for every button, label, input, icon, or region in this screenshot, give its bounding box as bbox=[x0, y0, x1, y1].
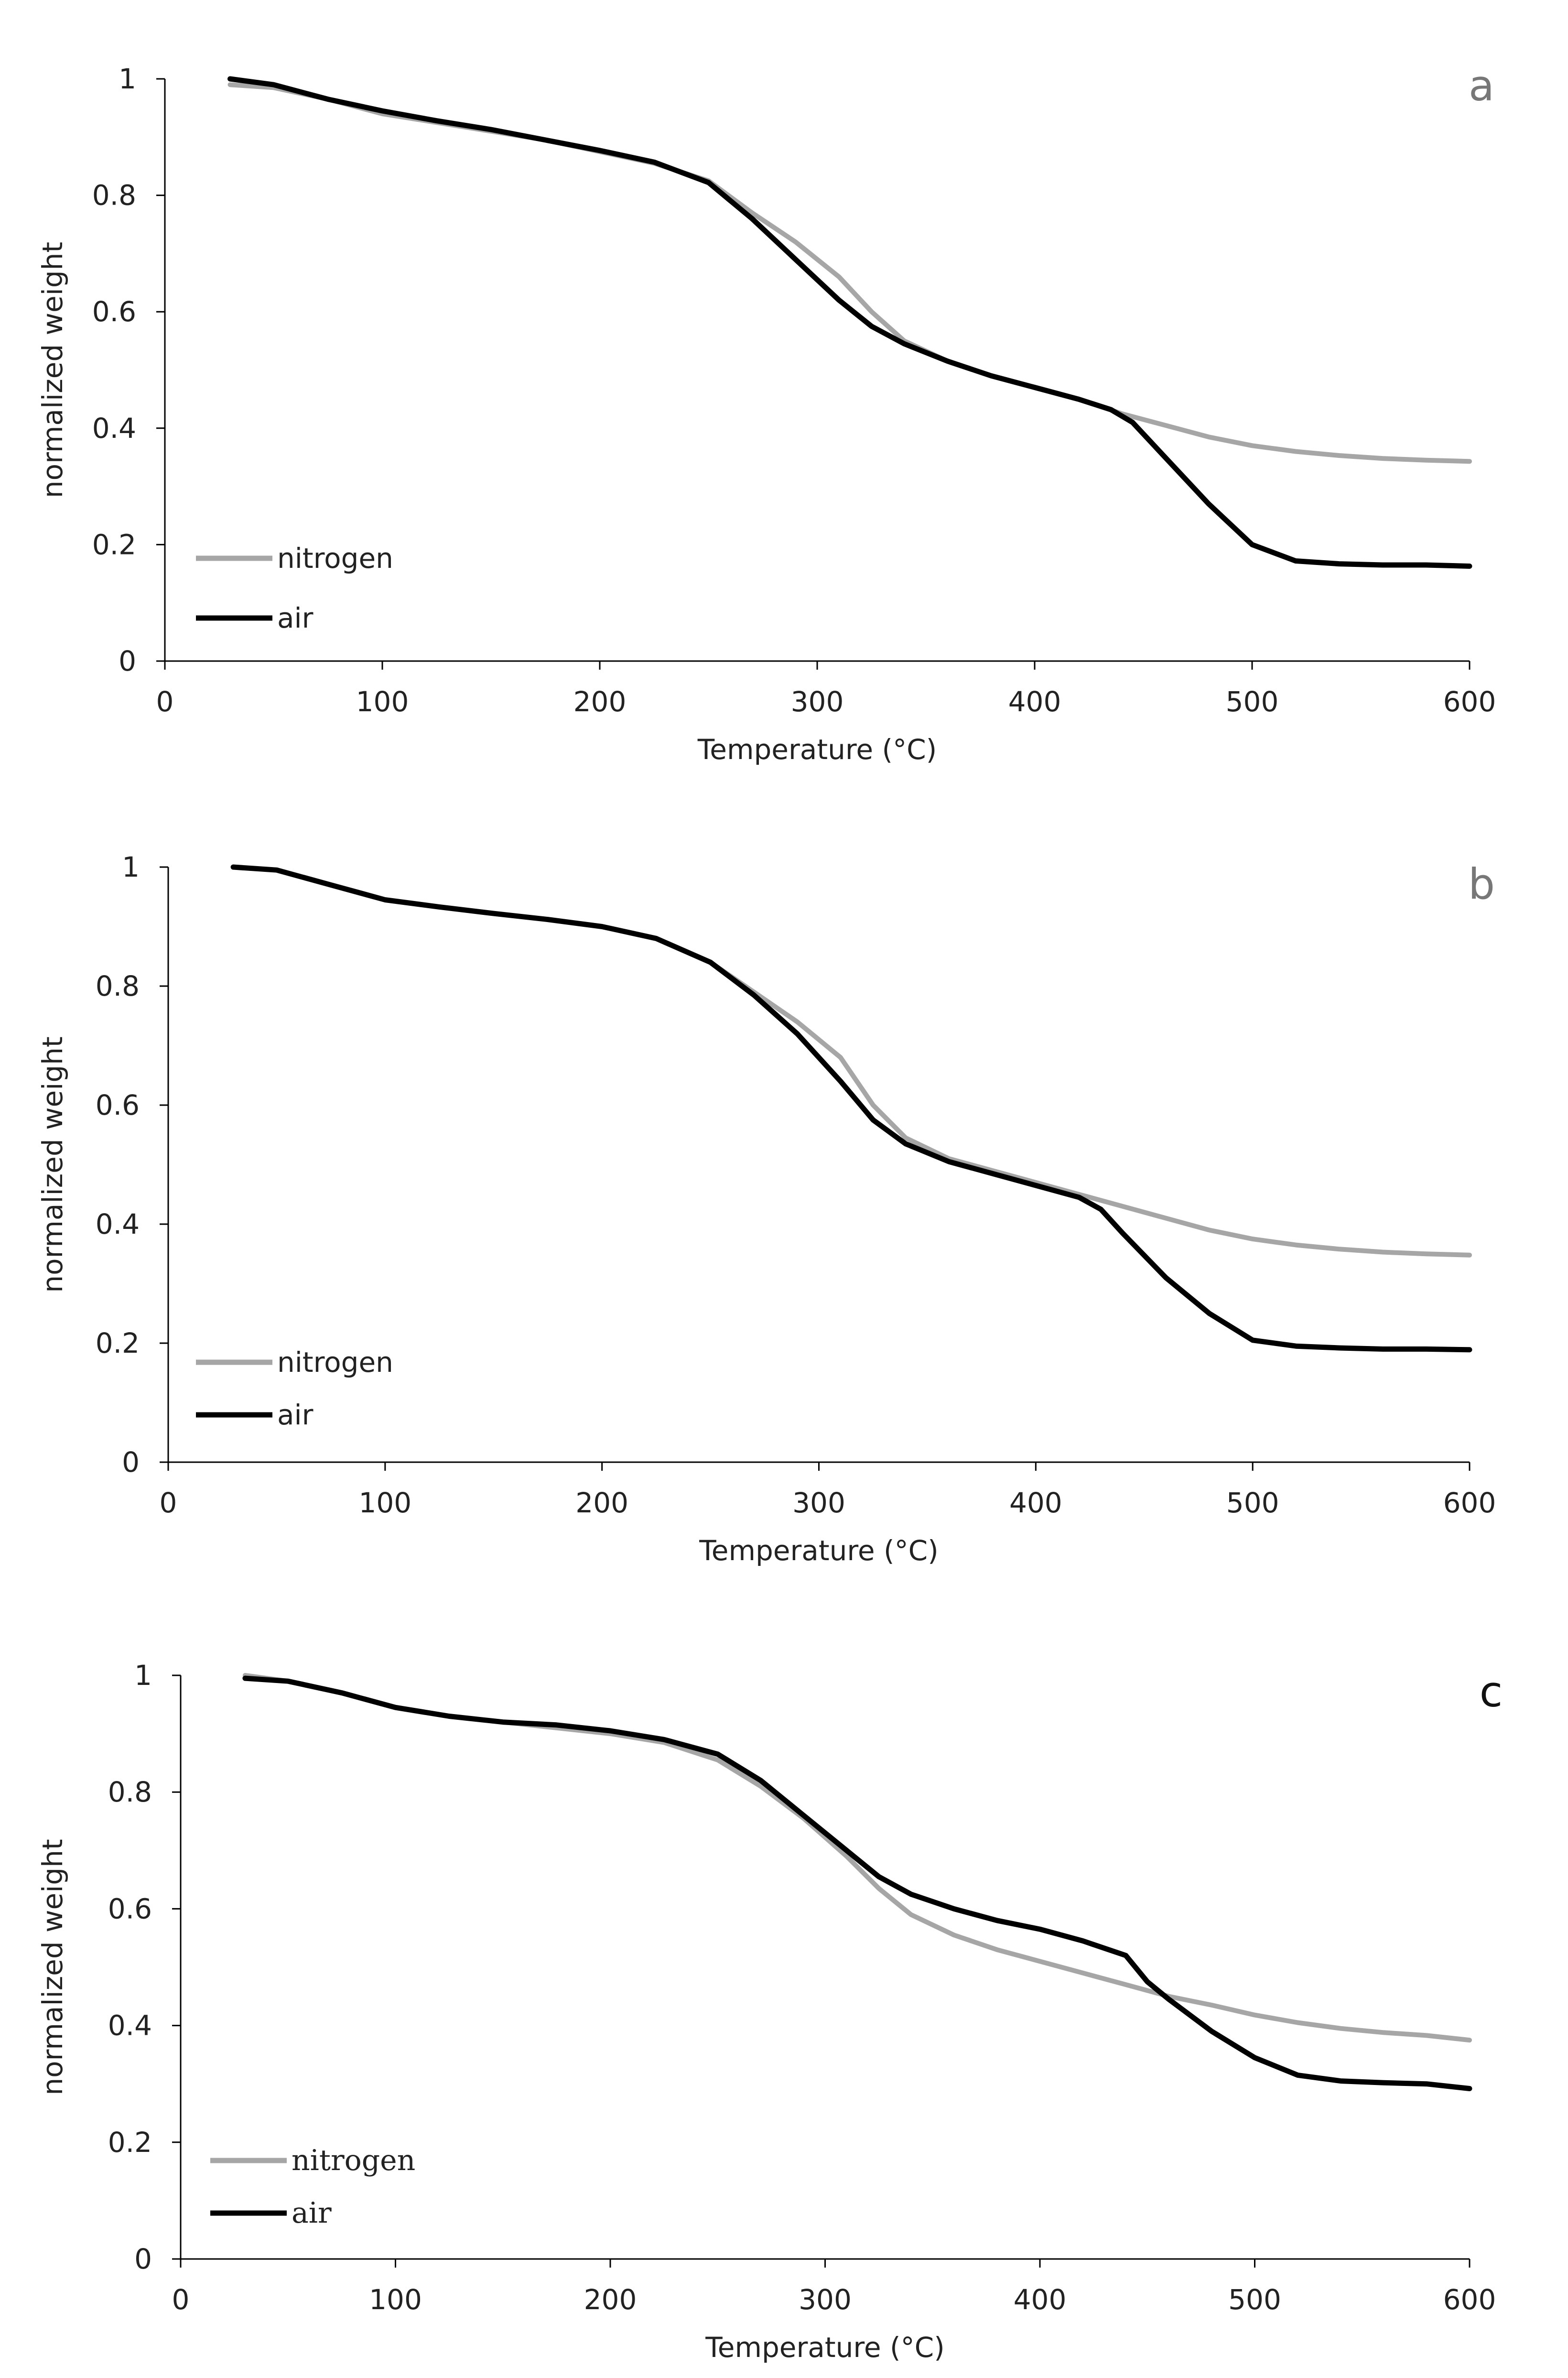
legend-label-air: air bbox=[277, 602, 314, 634]
series-line-nitrogen bbox=[227, 82, 1472, 464]
x-tick-label: 100 bbox=[356, 685, 409, 718]
x-axis-title: Temperature (°C) bbox=[699, 1534, 939, 1567]
x-tick-label: 300 bbox=[792, 1487, 845, 1519]
legend-label-nitrogen: nitrogen bbox=[277, 1346, 393, 1379]
series-line-air bbox=[227, 76, 1472, 569]
y-tick-label: 0.6 bbox=[92, 295, 136, 328]
series-line-nitrogen bbox=[231, 865, 1472, 1258]
chart-panel-a: 0 100 200 300 400 500 600 0 0.2 0.4 0.6 0.8 1 Tempera… bbox=[36, 61, 1496, 766]
panel-label: b bbox=[1468, 859, 1495, 909]
x-tick-label: 300 bbox=[799, 2283, 852, 2316]
y-tick-label: 0.8 bbox=[108, 1776, 152, 1808]
x-tick-label: 200 bbox=[573, 685, 627, 718]
x-tick-label: 100 bbox=[369, 2283, 422, 2316]
x-tick-label: 0 bbox=[172, 2283, 190, 2316]
x-tick-label: 300 bbox=[791, 685, 844, 718]
chart-panel-c: 0 100 200 300 400 500 600 0 0.2 0.4 0.6 0.8 1 Tempera… bbox=[36, 1659, 1503, 2364]
chart-panel-b: 0 100 200 300 400 500 600 0 0.2 0.4 0.6 0.8 1 Tempera… bbox=[36, 851, 1496, 1567]
y-tick-label: 0.6 bbox=[96, 1089, 140, 1121]
y-tick-label: 0.8 bbox=[96, 970, 140, 1002]
y-tick-label: 0 bbox=[134, 2243, 152, 2275]
x-tick-label: 400 bbox=[1009, 1487, 1062, 1519]
x-tick-label: 0 bbox=[156, 685, 174, 718]
y-tick-label: 0.8 bbox=[92, 179, 136, 212]
y-tick-label: 0.4 bbox=[92, 412, 136, 445]
legend-label-nitrogen: nitrogen bbox=[292, 2144, 415, 2177]
legend-label-nitrogen: nitrogen bbox=[277, 542, 393, 575]
x-tick-label: 0 bbox=[160, 1487, 177, 1519]
panel-label: a bbox=[1469, 61, 1494, 110]
y-axis-title: normalized weight bbox=[36, 1036, 69, 1292]
panel-label: c bbox=[1480, 1667, 1503, 1716]
x-axis-title: Temperature (°C) bbox=[697, 733, 937, 766]
y-tick-label: 0 bbox=[122, 1446, 140, 1478]
y-tick-label: 0.2 bbox=[92, 528, 136, 561]
y-tick-label: 0.2 bbox=[108, 2126, 152, 2159]
x-tick-label: 400 bbox=[1014, 2283, 1067, 2316]
x-tick-label: 500 bbox=[1226, 685, 1279, 718]
y-tick-label: 1 bbox=[122, 851, 140, 883]
x-tick-label: 200 bbox=[584, 2283, 637, 2316]
y-axis-title: normalized weight bbox=[36, 1839, 69, 2095]
x-tick-label: 500 bbox=[1226, 1487, 1279, 1519]
x-tick-label: 200 bbox=[575, 1487, 628, 1519]
series-line-air bbox=[230, 864, 1472, 1353]
y-tick-label: 0.2 bbox=[96, 1327, 140, 1359]
legend-label-air: air bbox=[277, 1399, 314, 1431]
series-line-air bbox=[242, 1675, 1472, 2091]
legend-label-air: air bbox=[292, 2196, 332, 2230]
y-axis-title: normalized weight bbox=[36, 242, 69, 498]
x-tick-label: 600 bbox=[1443, 1487, 1496, 1519]
x-tick-label: 400 bbox=[1008, 685, 1061, 718]
x-axis-title: Temperature (°C) bbox=[705, 2331, 945, 2364]
y-tick-label: 1 bbox=[134, 1659, 152, 1692]
y-tick-label: 0.4 bbox=[108, 2009, 152, 2042]
x-tick-label: 500 bbox=[1228, 2283, 1281, 2316]
y-tick-label: 1 bbox=[119, 63, 136, 95]
y-tick-label: 0.4 bbox=[96, 1208, 140, 1240]
x-tick-label: 100 bbox=[358, 1487, 411, 1519]
y-tick-label: 0 bbox=[119, 645, 136, 677]
y-tick-label: 0.6 bbox=[108, 1892, 152, 1925]
x-tick-label: 600 bbox=[1443, 685, 1496, 718]
x-tick-label: 600 bbox=[1443, 2283, 1496, 2316]
